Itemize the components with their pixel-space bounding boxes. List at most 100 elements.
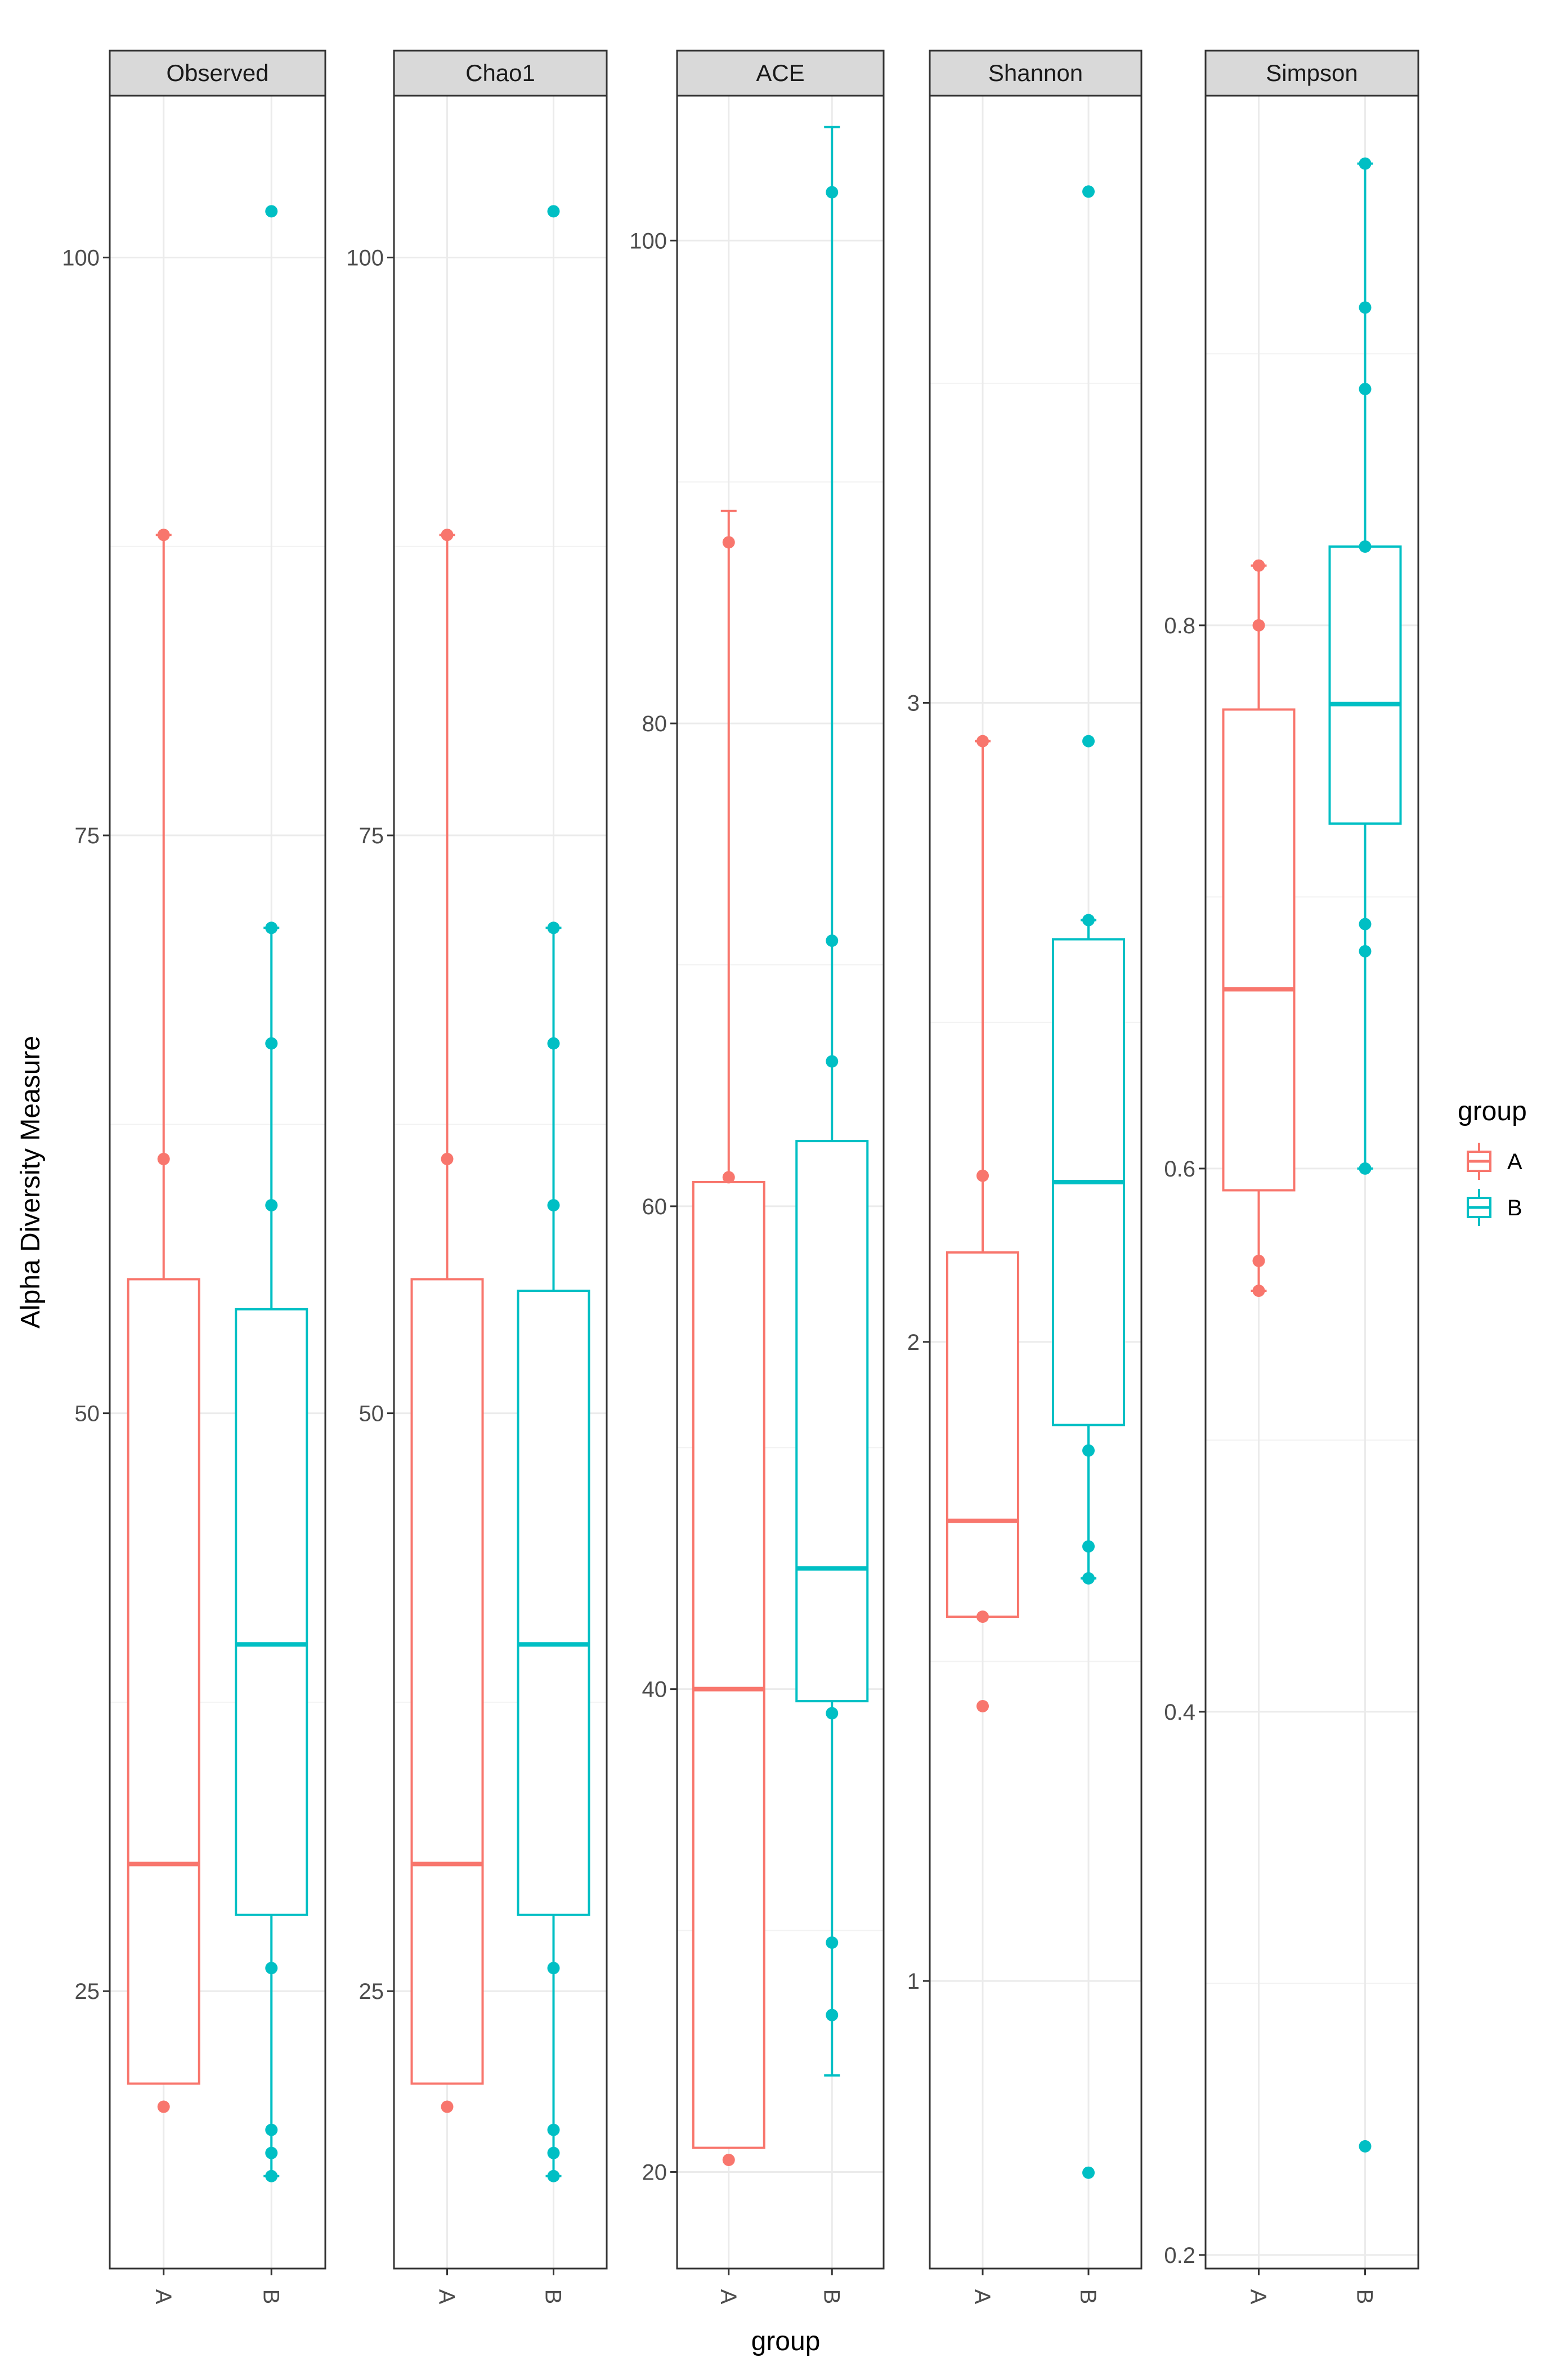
data-point — [547, 205, 560, 218]
strip-label: Shannon — [988, 60, 1083, 86]
data-point — [1359, 945, 1372, 958]
strip-background — [393, 50, 608, 97]
data-point — [1082, 1540, 1095, 1553]
data-point — [826, 186, 839, 199]
y-tick-label: 100 — [629, 229, 667, 253]
strip-background — [109, 50, 326, 97]
strip-background — [676, 50, 885, 97]
data-point — [547, 2123, 560, 2136]
x-tick-label: A — [716, 2289, 741, 2305]
box-body — [795, 1140, 869, 1703]
box-b — [795, 126, 869, 2077]
strip-label: Observed — [166, 60, 268, 86]
strip-background — [1204, 50, 1419, 97]
data-point — [547, 1037, 560, 1050]
box-b — [1052, 185, 1125, 2179]
y-tick-label: 25 — [75, 1979, 100, 2004]
data-point — [1359, 918, 1372, 930]
data-point — [547, 1199, 560, 1212]
x-tick-label: B — [1076, 2289, 1100, 2305]
data-point — [1082, 1444, 1095, 1457]
box-body — [1222, 708, 1296, 1192]
data-point — [1252, 1285, 1265, 1297]
x-tick-label: B — [258, 2289, 283, 2305]
data-point — [1252, 559, 1265, 572]
box-a — [127, 529, 200, 2113]
y-tick-label: 80 — [642, 712, 667, 736]
legend-key-a: A — [1467, 1143, 1522, 1180]
strip-label: Simpson — [1266, 60, 1358, 86]
data-point — [265, 205, 278, 218]
x-tick-label: A — [1246, 2289, 1271, 2305]
data-point — [1082, 2166, 1095, 2179]
box-b — [1328, 157, 1402, 2153]
x-tick-label: B — [1352, 2289, 1377, 2305]
data-point — [1359, 383, 1372, 396]
data-point — [1359, 540, 1372, 553]
data-point — [976, 1611, 989, 1623]
y-tick-label: 1 — [907, 1969, 920, 1994]
data-point — [547, 921, 560, 934]
box-a — [1222, 559, 1296, 1297]
box-body — [410, 1278, 484, 2085]
data-point — [441, 529, 454, 542]
data-point — [1082, 185, 1095, 198]
y-tick-label: 25 — [359, 1979, 384, 2004]
data-point — [265, 1037, 278, 1050]
x-tick-label: A — [151, 2289, 176, 2305]
box-body — [517, 1290, 590, 1916]
y-tick-label: 75 — [75, 824, 100, 848]
y-tick-label: 0.2 — [1164, 2243, 1195, 2268]
data-point — [547, 2146, 560, 2159]
data-point — [826, 1936, 839, 1949]
strip-label: ACE — [756, 60, 804, 86]
data-point — [1359, 301, 1372, 314]
strip-label: Chao1 — [465, 60, 535, 86]
data-point — [826, 1707, 839, 1720]
data-point — [826, 934, 839, 947]
y-tick-label: 20 — [642, 2160, 667, 2185]
data-point — [441, 1152, 454, 1165]
data-point — [722, 2154, 735, 2166]
data-point — [1082, 1572, 1095, 1585]
y-tick-label: 50 — [359, 1402, 384, 1426]
y-tick-label: 75 — [359, 824, 384, 848]
panel-observed: Observed 25 50 75 100 A B — [62, 50, 326, 2305]
box-b — [235, 205, 308, 2182]
x-tick-label: A — [970, 2289, 994, 2305]
x-tick-label: B — [541, 2289, 566, 2305]
data-point — [976, 1699, 989, 1712]
legend-label: A — [1507, 1149, 1522, 1174]
y-tick-label: 2 — [907, 1330, 920, 1355]
data-point — [265, 2123, 278, 2136]
y-tick-label: 100 — [346, 245, 384, 270]
panel-shannon: Shannon 1 2 3 A B — [907, 50, 1143, 2305]
y-tick-label: 100 — [62, 245, 100, 270]
data-point — [1359, 1162, 1372, 1175]
box-body — [235, 1308, 308, 1916]
data-point — [976, 735, 989, 748]
data-point — [265, 921, 278, 934]
data-point — [722, 1171, 735, 1184]
data-point — [547, 2169, 560, 2182]
legend: group AB — [1458, 1097, 1527, 1226]
data-point — [826, 1055, 839, 1068]
strip-background — [929, 50, 1143, 97]
box-body — [946, 1251, 1019, 1618]
y-axis-title: Alpha Diversity Measure — [16, 1036, 46, 1328]
data-point — [1359, 2140, 1372, 2153]
data-point — [976, 1169, 989, 1182]
y-tick-label: 60 — [642, 1195, 667, 1219]
legend-title: group — [1458, 1097, 1527, 1126]
box-a — [410, 529, 484, 2113]
data-point — [157, 2100, 170, 2113]
data-point — [826, 2008, 839, 2021]
panel-simpson: Simpson 0.2 0.4 0.6 0.8 A B — [1164, 50, 1419, 2305]
data-point — [1082, 914, 1095, 927]
y-tick-label: 0.8 — [1164, 614, 1195, 638]
data-point — [265, 2146, 278, 2159]
y-tick-label: 3 — [907, 691, 920, 716]
data-point — [1252, 619, 1265, 632]
